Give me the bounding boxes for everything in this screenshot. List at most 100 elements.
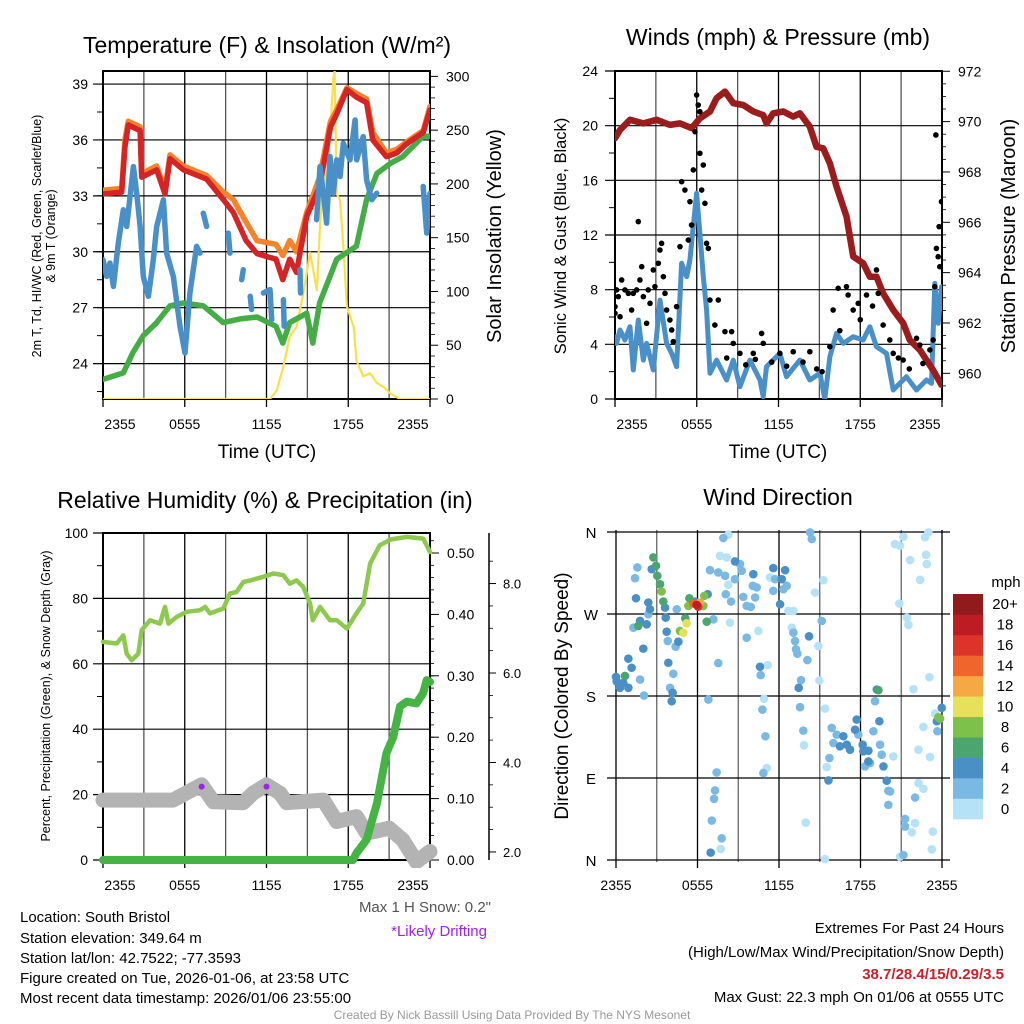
direction-tick-label: N: [586, 853, 597, 870]
extremes-values: 38.7/28.4/15/0.29/3.5: [862, 966, 1004, 983]
humidity-series: [95, 534, 438, 868]
panel-2-grid: [93, 532, 431, 868]
gust-point: [835, 285, 841, 292]
colorbar-label: 16: [997, 637, 1014, 654]
right-y-tick-label: 960: [958, 365, 982, 381]
td-line: [103, 133, 430, 383]
wind-direction-point: [639, 644, 648, 653]
credit-text: Created By Nick Bassill Using Data Provi…: [334, 1008, 691, 1022]
pressure-y-axis-label: Station Pressure (Maroon): [998, 119, 1020, 354]
wind-direction-point: [627, 663, 636, 673]
wind-direction-point: [924, 528, 933, 537]
wind-direction-point: [750, 593, 760, 602]
gust-point: [931, 283, 938, 290]
gust-point: [752, 356, 759, 363]
gust-point: [625, 290, 632, 297]
colorbar-swatch: [953, 634, 983, 656]
wind-direction-point: [858, 740, 867, 749]
left-y-tick-label: 20: [582, 118, 598, 134]
gust-point: [722, 328, 728, 335]
hi-wc-line: [297, 266, 304, 296]
wind-direction-point: [922, 559, 932, 569]
right-y-tick-label: 966: [958, 214, 982, 230]
right-y-tick-label: 50: [446, 337, 462, 353]
wind-direction-point: [713, 568, 723, 577]
wind-direction-point: [899, 532, 908, 542]
wind-direction-point: [649, 553, 658, 562]
direction-tick-label: S: [586, 689, 596, 706]
x-tick-label: 1755: [845, 416, 876, 432]
wind-direction-point: [631, 593, 641, 603]
wind-direction-point: [905, 555, 915, 565]
wind-direction-point: [651, 561, 661, 571]
wind-direction-point: [925, 672, 934, 682]
right-y-tick-label: 250: [446, 122, 470, 138]
wind-direction-point: [633, 621, 643, 631]
wind-direction-point: [652, 571, 662, 581]
gust-point: [622, 287, 628, 293]
wind-direction-point: [754, 626, 763, 636]
wind-direction-point: [832, 730, 842, 739]
wind-direction-point: [704, 695, 713, 704]
gust-point: [927, 347, 933, 353]
x-tick-label: 0555: [169, 416, 200, 432]
gust-point: [930, 337, 936, 343]
gust-point: [705, 245, 712, 252]
gust-point: [758, 330, 765, 337]
gust-point: [807, 348, 813, 355]
wind-direction-point: [770, 574, 780, 584]
wind-direction-point: [633, 563, 642, 572]
hi-wc-line: [280, 296, 287, 330]
gust-point: [937, 263, 942, 270]
wind-direction-point: [642, 619, 651, 629]
gust-point: [916, 342, 923, 348]
snow-depth-line: [95, 777, 438, 868]
wind-direction-point: [803, 655, 812, 665]
direction-points: [611, 528, 947, 864]
wind-direction-point: [884, 800, 893, 810]
gust-point: [855, 300, 862, 307]
gust-point: [670, 338, 677, 345]
wind-direction-point: [864, 746, 873, 755]
gust-point: [707, 297, 713, 303]
left-y-tick-label: 80: [72, 590, 88, 606]
left-y-tick-label: 20: [72, 787, 88, 803]
x-tick-label: 1155: [251, 877, 281, 893]
wind-direction-point: [820, 854, 830, 864]
gust-point: [668, 327, 675, 333]
x-tick-label: 0555: [681, 416, 712, 432]
gust-point: [637, 277, 643, 283]
wind-direction-point: [746, 602, 756, 612]
gust-point: [678, 178, 685, 185]
gust-point: [933, 245, 940, 252]
hi-wc-line: [313, 117, 380, 226]
hi-wc-line: [103, 163, 203, 356]
speed-colorbar: [953, 594, 983, 820]
wind-direction-point: [644, 598, 653, 607]
precip-tick-label: 0.40: [447, 606, 474, 622]
gust-point: [875, 290, 882, 297]
wind-direction-point: [682, 618, 691, 628]
left-y-tick-label: 4: [590, 336, 598, 352]
colorbar-label: 8: [1001, 719, 1009, 736]
left-y-tick-label: 0: [590, 391, 598, 407]
recent-data-text: Most recent data timestamp: 2026/01/06 2…: [20, 990, 351, 1007]
gust-point: [750, 350, 757, 357]
colorbar-swatch: [953, 737, 983, 758]
right-y-tick-label: 968: [958, 164, 982, 180]
colorbar-label: 2: [1001, 780, 1009, 797]
extremes-subtitle: (High/Low/Max Wind/Precipitation/Snow De…: [688, 944, 1004, 961]
wind-direction-point: [875, 740, 885, 749]
gust-point: [843, 283, 850, 290]
wind-direction-point: [707, 816, 717, 825]
wind-direction-point: [799, 740, 809, 750]
x-tick-label: 2355: [104, 416, 135, 432]
wind-direction-point: [814, 641, 823, 651]
gust-point: [827, 343, 833, 350]
gust-point: [660, 273, 667, 280]
x-tick-label: 2355: [616, 416, 647, 432]
gust-point: [900, 357, 906, 363]
wind-direction-point: [669, 669, 678, 679]
wind-direction-point: [725, 618, 735, 627]
gust-point: [790, 348, 797, 355]
